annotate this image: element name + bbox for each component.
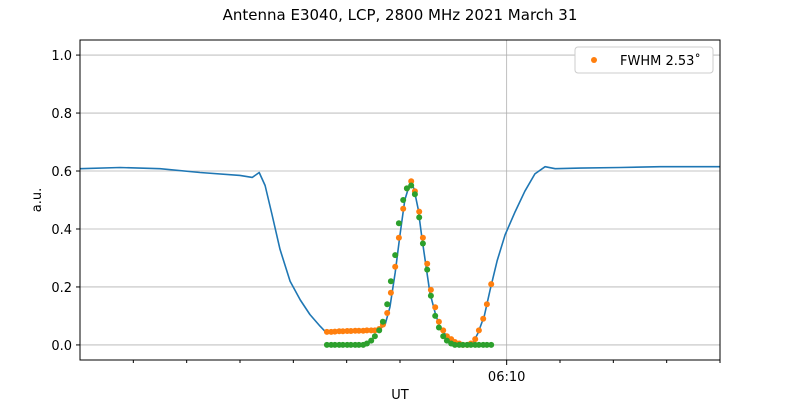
data-point-fit [427,286,434,293]
y-tick-label: 0.4 [51,223,72,238]
data-point-beam [339,341,346,348]
data-point-beam [451,341,458,348]
legend-marker-fit [591,57,597,63]
y-tick-label: 0.0 [51,339,72,354]
data-point-fit [363,327,370,334]
data-point-beam [384,301,391,308]
series-points-beam [323,182,495,348]
data-point-fit [347,328,354,334]
chart-title: Antenna E3040, LCP, 2800 MHz 2021 March … [223,6,578,24]
data-point-fit [395,234,402,241]
data-point-beam [475,341,482,348]
series-layer [79,165,720,348]
data-point-beam [435,324,442,331]
data-point-beam [416,214,423,221]
data-point-beam [443,337,450,344]
data-point-beam [411,191,418,198]
data-point-fit [408,178,415,185]
legend: FWHM 2.53˚ [574,46,714,74]
data-point-fit [475,327,482,334]
data-point-beam [403,185,410,192]
data-point-fit [416,208,423,215]
y-tick-label: 0.2 [51,281,72,296]
data-point-fit [424,260,431,267]
data-point-fit [331,328,338,335]
data-point-beam [392,252,399,259]
data-point-fit [392,263,399,270]
data-point-beam [387,278,394,285]
data-point-beam [432,312,439,319]
series-line-data [79,165,720,346]
data-point-beam [408,182,415,189]
y-tick-label: 1.0 [51,49,72,64]
y-tick-label: 0.8 [51,107,72,122]
axis-ticks: 0.0 0.2 0.4 0.6 0.8 1.0 06:10 [51,49,721,385]
data-point-beam [467,341,474,348]
data-point-beam [379,318,386,325]
data-point-beam [427,292,434,299]
data-point-fit [440,327,447,334]
data-point-fit [400,205,407,212]
data-point-beam [347,341,354,348]
data-point-fit [480,315,487,322]
data-point-fit [432,304,439,311]
data-point-fit [488,281,495,288]
data-point-fit [387,289,394,296]
y-tick-label: 0.6 [51,165,72,180]
data-point-fit [435,318,442,325]
data-point-beam [419,240,426,247]
legend-label-fit: FWHM 2.53˚ [620,53,701,69]
data-point-fit [323,328,330,335]
legend-box [574,46,714,74]
data-point-fit [419,234,426,241]
data-point-fit [384,310,391,316]
data-point-beam [440,333,447,340]
data-point-fit [483,301,490,308]
y-axis-label: a.u. [30,188,45,212]
data-point-fit [472,336,479,343]
series-points-fit [323,178,495,348]
data-point-beam [376,327,383,334]
data-point-beam [395,220,402,227]
data-point-beam [368,337,375,344]
x-axis-label: UT [391,388,409,400]
data-point-beam [400,197,407,203]
data-point-beam [363,340,370,347]
data-point-beam [355,341,362,348]
plot-area-frame [79,39,721,361]
x-tick-label: 06:10 [488,370,525,385]
data-point-beam [424,266,431,273]
data-point-beam [323,341,330,348]
data-point-beam [331,341,338,348]
data-point-beam [371,333,378,340]
data-point-beam [483,341,490,348]
data-point-beam [459,341,466,348]
grid-lines [80,40,720,360]
data-point-fit [355,327,362,334]
data-point-beam [488,341,495,348]
data-point-fit [339,328,346,335]
